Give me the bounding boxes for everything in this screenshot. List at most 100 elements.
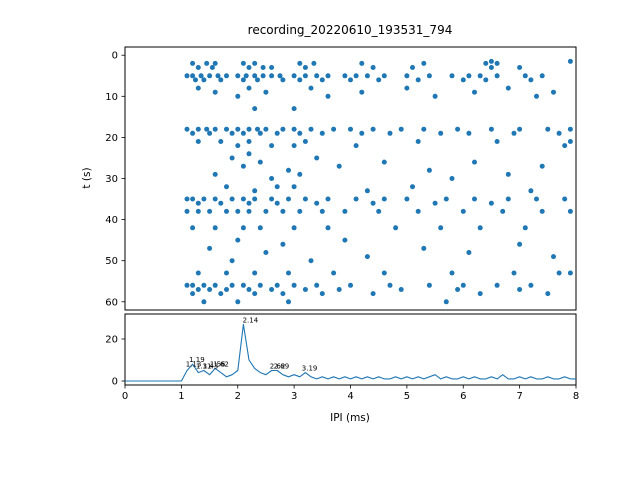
scatter-point <box>195 287 201 292</box>
scatter-point <box>477 73 483 79</box>
scatter-point <box>562 143 568 149</box>
x-tick-label: 2 <box>235 391 241 402</box>
scatter-point <box>483 77 489 83</box>
scatter-point <box>308 85 314 91</box>
scatter-point <box>297 208 303 214</box>
scatter-point <box>460 208 466 214</box>
scatter-point <box>460 282 466 288</box>
scatter-point <box>235 237 241 243</box>
x-tick-label: 5 <box>404 391 410 402</box>
scatter-point <box>246 287 252 292</box>
scatter-point <box>218 139 224 144</box>
scatter-point <box>336 287 342 292</box>
x-tick-label: 6 <box>460 391 466 402</box>
scatter-point <box>201 77 207 83</box>
scatter-point <box>212 89 218 95</box>
scatter-point <box>263 89 269 95</box>
scatter-point <box>404 73 410 79</box>
scatter-point <box>291 282 297 288</box>
scatter-point <box>314 73 320 79</box>
scatter-point <box>494 60 500 66</box>
scatter-point <box>364 254 370 260</box>
scatter-point <box>224 73 229 79</box>
scatter-point <box>297 77 303 83</box>
scatter-point <box>252 73 258 79</box>
scatter-point <box>255 77 260 83</box>
scatter-point <box>517 126 523 132</box>
scatter-point <box>426 167 432 173</box>
y-tick-label: 0 <box>112 51 118 62</box>
scatter-point <box>274 130 280 136</box>
scatter-point <box>184 73 190 79</box>
scatter-point <box>229 155 235 161</box>
scatter-point <box>190 282 196 288</box>
scatter-point <box>556 130 562 136</box>
peak-annotation: 1.19 <box>189 356 205 364</box>
scatter-point <box>235 73 241 79</box>
scatter-point <box>212 126 218 132</box>
scatter-point <box>466 73 472 79</box>
scatter-point <box>215 73 221 79</box>
histogram-line <box>125 323 576 382</box>
scatter-point <box>472 196 477 202</box>
scatter-point <box>562 196 568 202</box>
scatter-point <box>229 282 235 288</box>
scatter-point <box>235 126 241 132</box>
scatter-point <box>551 89 556 95</box>
scatter-point <box>505 171 511 177</box>
scatter-point <box>269 73 275 79</box>
x-tick-label: 1 <box>178 391 184 402</box>
scatter-point <box>404 85 410 91</box>
scatter-point <box>376 77 382 83</box>
scatter-point <box>308 258 314 264</box>
scatter-point <box>190 73 196 79</box>
y-axis-label: t (s) <box>81 167 93 188</box>
scatter-point <box>218 77 224 83</box>
scatter-point <box>207 287 213 292</box>
x-tick-label: 0 <box>122 391 128 402</box>
scatter-point <box>263 250 269 255</box>
scatter-point <box>551 254 556 260</box>
scatter-point <box>421 126 427 132</box>
x-tick-label: 4 <box>347 391 353 402</box>
peak-annotation: 1.31 <box>196 363 212 371</box>
scatter-point <box>269 287 275 292</box>
scatter-point <box>291 126 297 132</box>
scatter-point <box>426 73 432 79</box>
scatter-point <box>359 89 365 95</box>
scatter-point <box>286 167 291 173</box>
scatter-point <box>246 139 252 144</box>
scatter-point <box>494 139 500 144</box>
scatter-point <box>246 151 252 157</box>
scatter-point <box>426 282 432 288</box>
scatter-point <box>257 159 263 165</box>
scatter-point <box>539 163 545 169</box>
peak-annotation: 3.19 <box>302 365 318 373</box>
scatter-point <box>302 196 308 202</box>
scatter-point <box>381 159 387 165</box>
scatter-point <box>331 270 337 276</box>
scatter-point <box>319 130 325 136</box>
scatter-point <box>224 287 229 292</box>
scatter-point <box>246 85 252 91</box>
scatter-point <box>195 208 201 214</box>
scatter-point <box>195 85 201 91</box>
scatter-point <box>522 73 528 79</box>
scatter-point <box>235 299 241 305</box>
x-tick-label: 3 <box>291 391 297 402</box>
scatter-point <box>255 126 260 132</box>
scatter-point <box>325 196 331 202</box>
scatter-point <box>466 250 472 255</box>
scatter-point <box>359 60 365 66</box>
scatter-point <box>190 196 196 202</box>
scatter-point <box>297 130 303 136</box>
scatter-point <box>207 245 213 251</box>
scatter-point <box>224 126 229 132</box>
scatter-point <box>511 130 517 136</box>
scatter-point <box>212 225 218 231</box>
figure-title: recording_20220610_193531_794 <box>248 23 453 37</box>
scatter-point <box>364 188 370 194</box>
scatter-point <box>257 225 263 231</box>
